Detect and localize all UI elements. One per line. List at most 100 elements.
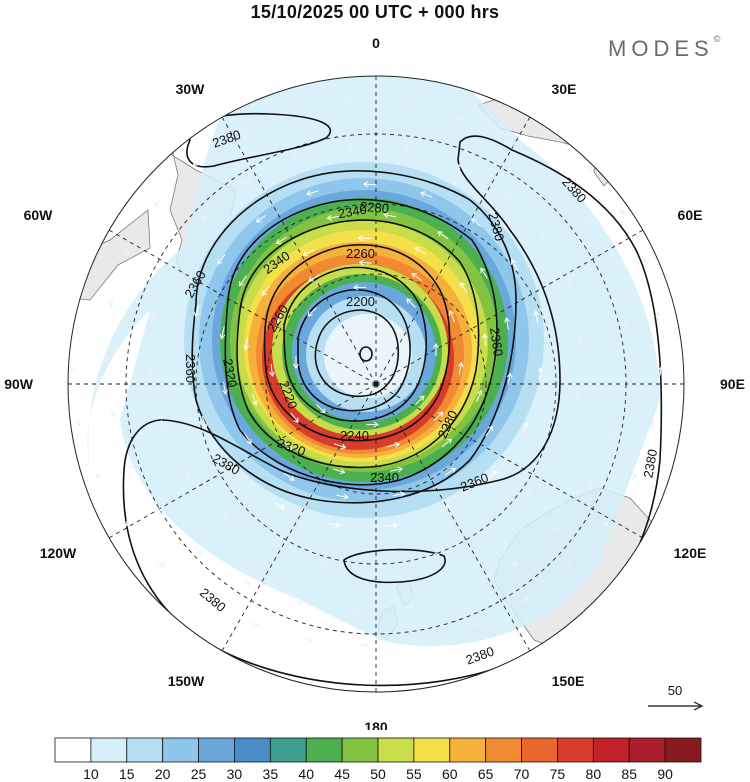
wind-vector — [403, 146, 412, 153]
wind-vector — [552, 526, 560, 534]
wind-vector — [390, 466, 404, 473]
wind-vector — [219, 326, 226, 340]
wind-vector — [269, 363, 275, 377]
graticule — [68, 76, 684, 692]
wind-vector — [485, 425, 493, 437]
wind-vector — [154, 199, 161, 208]
lon-0-label: 0 — [372, 35, 380, 51]
wind-vectors — [68, 66, 664, 649]
wind-vector — [504, 194, 512, 201]
wind-vector — [498, 97, 507, 103]
wind-vector — [157, 508, 164, 516]
wind-vector — [184, 469, 190, 478]
lon-60w-label: 60W — [24, 207, 54, 223]
contour-2380-south — [343, 548, 446, 584]
colorbar-swatch — [592, 737, 630, 763]
wind-vector — [433, 411, 444, 422]
wind-vector — [506, 141, 514, 147]
wind-vector — [524, 491, 532, 499]
colorbar-tick-label: 20 — [155, 766, 171, 782]
wind-vector — [188, 360, 195, 374]
wind-vector — [193, 304, 200, 317]
lon-30e-label: 30E — [552, 81, 577, 97]
wind-vector — [392, 66, 400, 71]
colorbar-tick-label: 55 — [406, 766, 422, 782]
wind-vector — [642, 258, 649, 267]
wind-vector — [376, 563, 386, 570]
wind-vector — [457, 361, 464, 375]
lon-60e-label: 60E — [678, 207, 703, 223]
wind-vector — [333, 443, 347, 450]
contour-2260 — [283, 266, 428, 422]
wind-vector — [520, 597, 529, 603]
wind-vector — [262, 285, 271, 296]
wind-vector — [239, 275, 247, 287]
wind-vector — [273, 501, 286, 509]
contour-label: 2280 — [359, 199, 389, 216]
wind-vector — [243, 337, 250, 351]
contour-2280 — [263, 244, 451, 442]
contour-label: 2240 — [340, 428, 369, 443]
wind-vector — [336, 493, 349, 500]
wind-vector — [304, 636, 314, 643]
south-pole-marker — [373, 381, 379, 387]
colorbar-tick-label: 35 — [263, 766, 279, 782]
lon-90w-label: 90W — [4, 376, 34, 392]
wind-vector — [610, 430, 616, 440]
wind-vector — [200, 213, 208, 221]
wind-vector — [360, 642, 370, 649]
contour-label: 2380 — [485, 211, 507, 243]
wind-vector — [201, 595, 210, 602]
contour-label: 2380 — [640, 448, 660, 479]
wind-vector — [345, 98, 355, 105]
wind-vector — [346, 142, 356, 149]
wind-vector — [255, 214, 267, 223]
wind-vector — [195, 548, 203, 555]
wind-vector — [631, 473, 637, 482]
wind-vector — [242, 178, 251, 184]
wind-vector — [230, 464, 239, 475]
wind-vector — [460, 281, 468, 294]
wind-vector — [476, 389, 483, 402]
brand-logo: MODES© — [608, 34, 720, 62]
reference-vector-label: 50 — [668, 683, 682, 698]
colorbar-swatch — [305, 737, 343, 763]
wind-vector — [357, 235, 371, 242]
colorbar-swatch — [413, 737, 451, 763]
colorbar-swatch — [234, 737, 271, 763]
wind-vector — [159, 419, 166, 429]
wind-vector — [587, 481, 593, 490]
wind-vector — [282, 440, 293, 450]
wind-vector — [326, 215, 340, 221]
wind-vector — [406, 298, 416, 308]
wind-vector — [387, 441, 401, 448]
wind-vector — [289, 108, 299, 114]
polar-map: 2380 2380 2380 2380 2380 2380 2360 2360 … — [4, 35, 745, 730]
reference-vector: 50 — [648, 683, 704, 711]
wind-vector — [416, 637, 425, 644]
wind-vector — [84, 255, 91, 265]
wind-vector — [470, 622, 479, 628]
colorbar-swatch — [485, 737, 522, 763]
wind-vector — [320, 559, 329, 566]
wind-vector — [537, 366, 544, 380]
wind-vector — [401, 101, 411, 108]
wind-vector — [148, 365, 155, 375]
colorbar-tick-label: 90 — [657, 766, 673, 782]
lon-30w-label: 30W — [176, 81, 206, 97]
wind-vector — [609, 268, 615, 277]
wind-vector — [349, 607, 359, 614]
lon-150w-label: 150W — [168, 673, 205, 689]
wind-vector — [283, 472, 295, 481]
wind-vector — [649, 420, 656, 430]
contour-2320 — [236, 219, 480, 469]
colorbar-swatch — [341, 737, 379, 763]
wind-vector — [244, 433, 252, 445]
colorbar-tick-label: 50 — [370, 766, 386, 782]
colorbar-tick-label: 85 — [621, 766, 637, 782]
longitude-labels: 0 30E 60E 90E 120E 150E 180 150W 120W 90… — [4, 35, 745, 730]
colorbar-tick-label: 60 — [442, 766, 458, 782]
wind-vector — [290, 412, 299, 424]
wind-vector — [201, 415, 208, 429]
lon-120w-label: 120W — [40, 545, 77, 561]
